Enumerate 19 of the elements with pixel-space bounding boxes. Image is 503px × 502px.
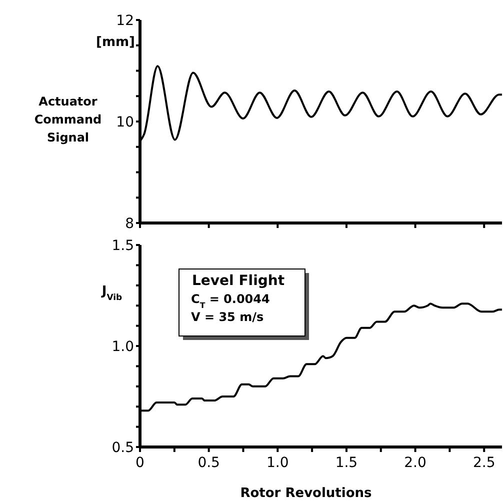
y-axis-title: Actuator Command Signal: [34, 94, 102, 144]
x-axis-title: Rotor Revolutions: [240, 486, 372, 501]
annotation: C$_{T}$ = 0.0044: [191, 292, 270, 310]
annotation: Level Flight: [192, 273, 285, 289]
x-tick-label: 0.5: [198, 455, 220, 471]
x-tick-label: 2.0: [404, 455, 426, 471]
y-tick-label: 8: [125, 216, 134, 232]
y-tick-label: 12: [116, 12, 134, 29]
annotation: V = 35 m/s: [191, 310, 264, 324]
x-tick-label: 1.5: [335, 455, 358, 471]
y-tick-label: 0.5: [112, 440, 134, 456]
text: [mm]: [96, 35, 135, 50]
y-tick-label: 1.5: [112, 238, 134, 254]
x-tick-label: 1.0: [266, 455, 289, 471]
y-tick-label: 10: [116, 114, 134, 130]
x-tick-label: 2.5: [472, 455, 496, 471]
y-tick-label: 1.0: [112, 338, 134, 355]
x-tick-label: 0: [136, 455, 144, 471]
y-axis-title: J$_{Vib}$: [100, 284, 122, 302]
